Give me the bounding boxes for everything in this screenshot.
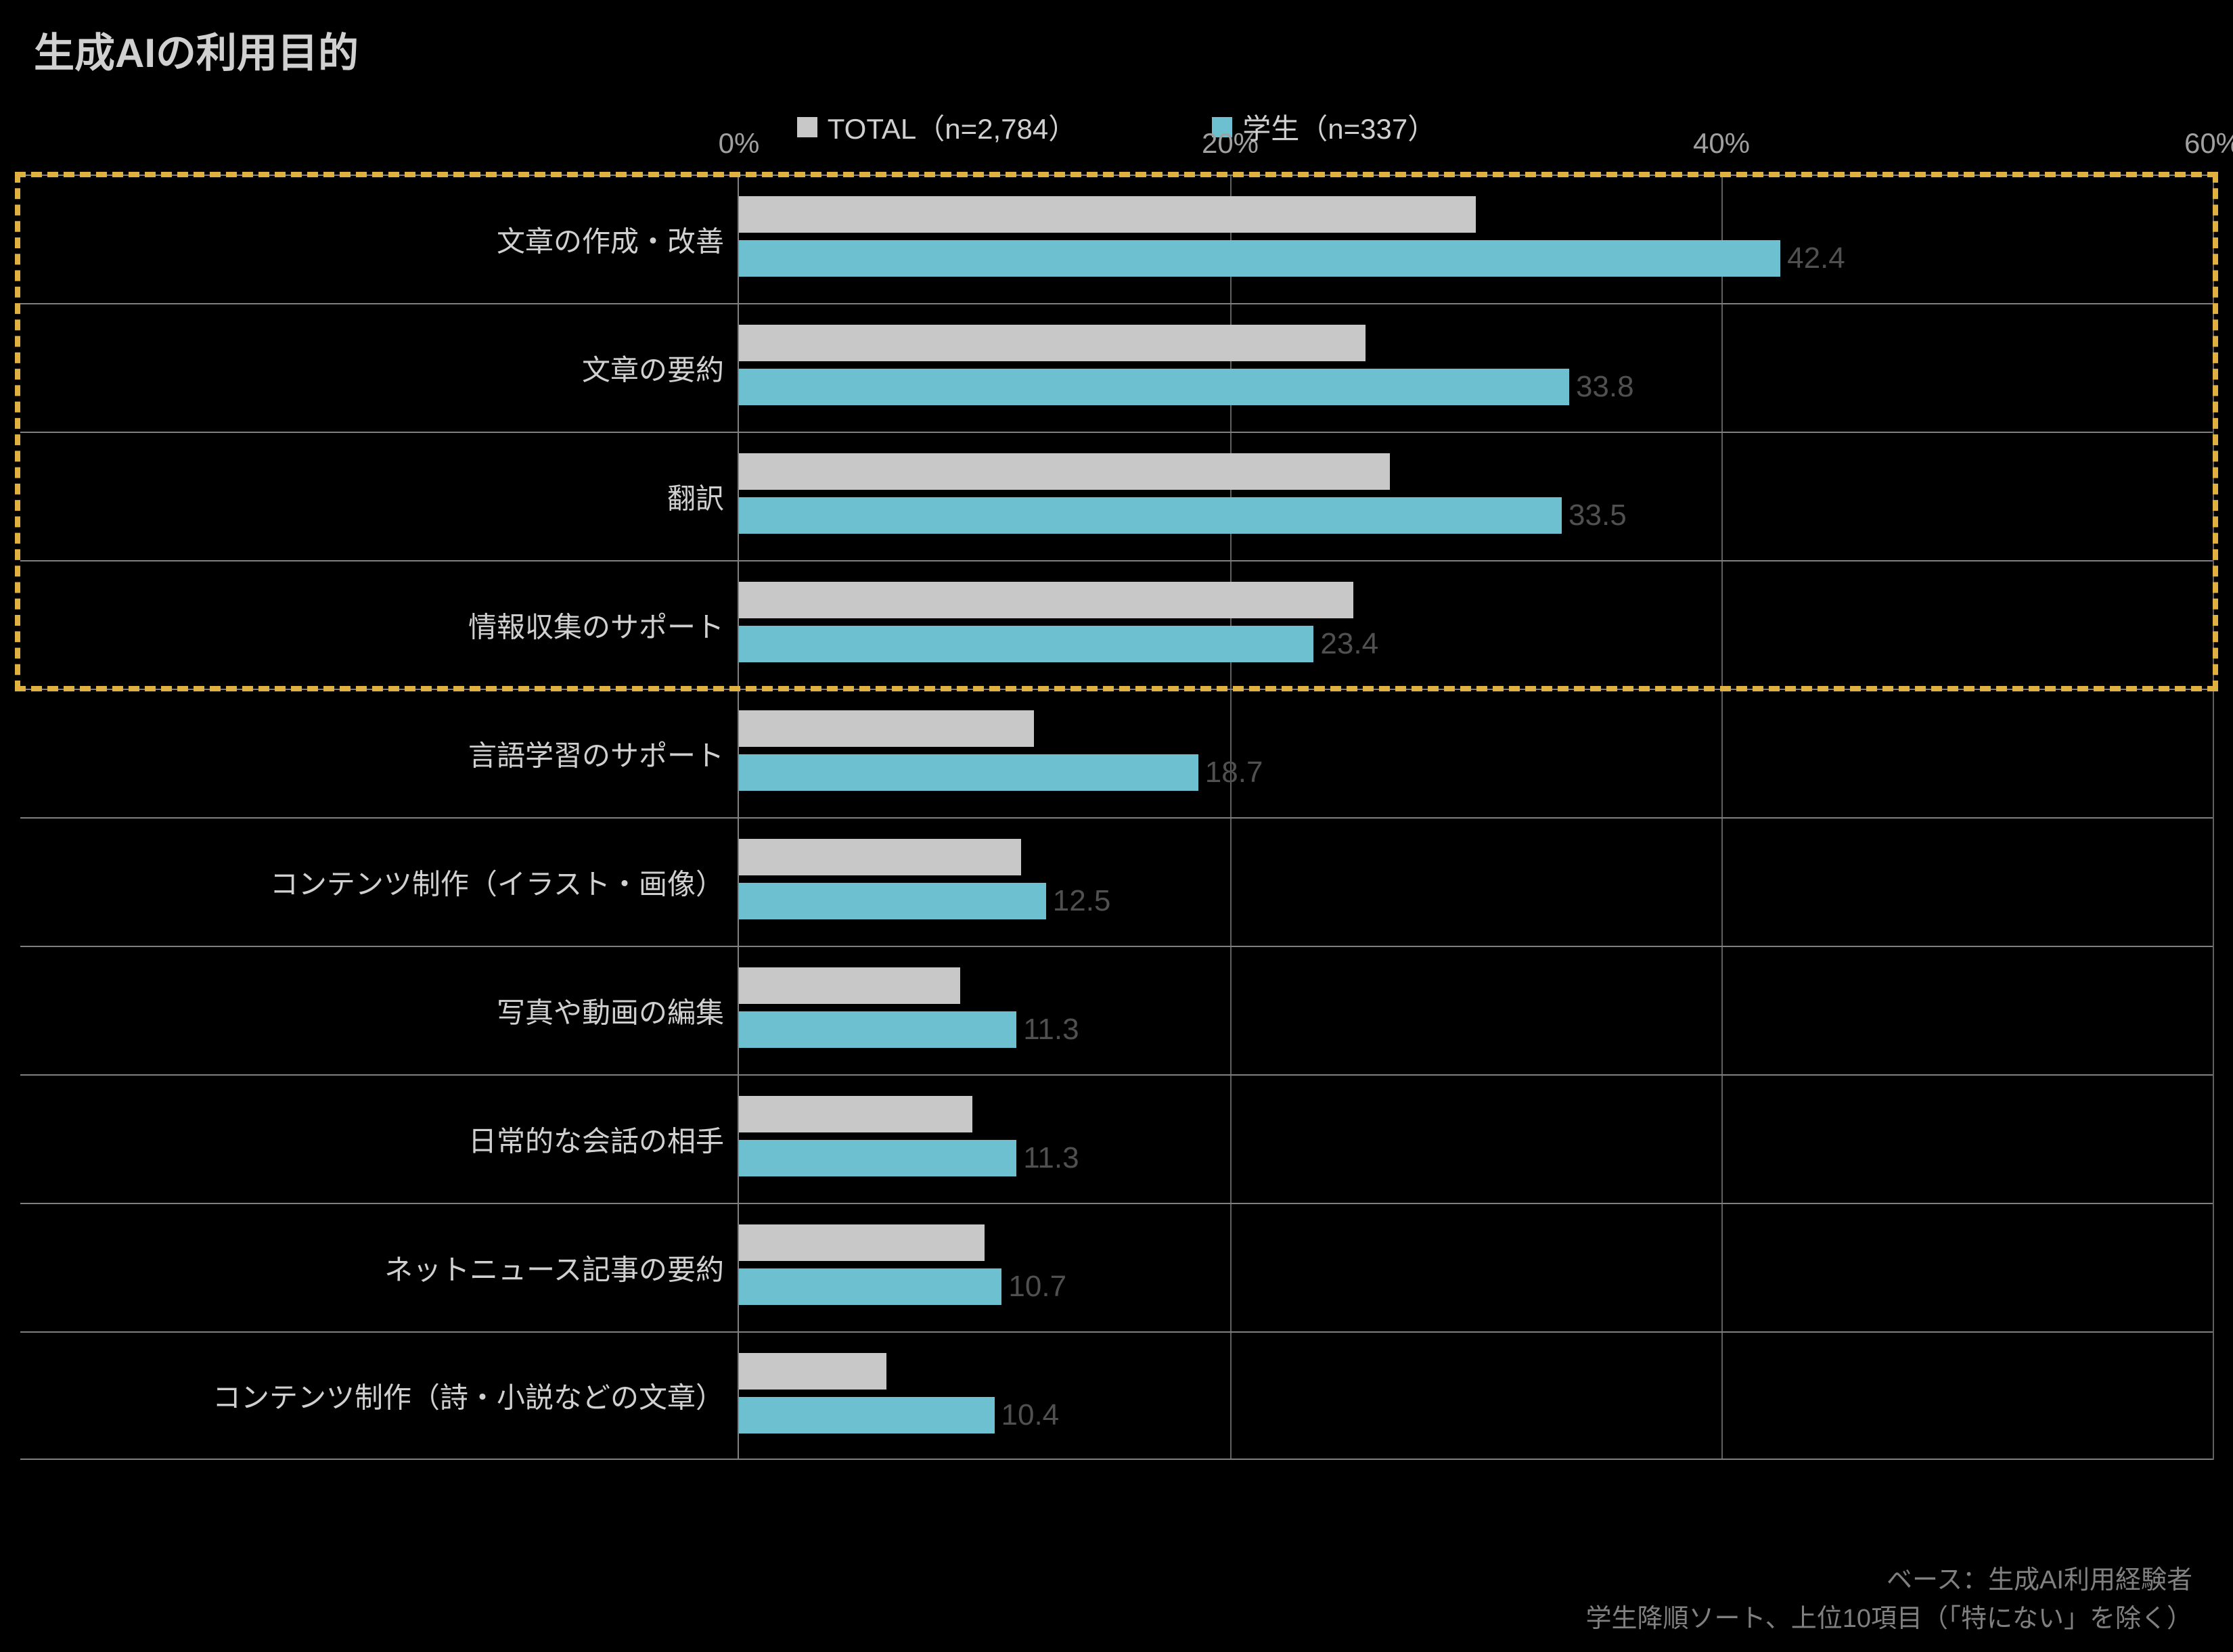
- bar-student: 33.8: [739, 369, 1569, 405]
- bar-value-label: 11.3: [1023, 1141, 1079, 1175]
- x-axis: 0%20%40%60%: [739, 127, 2213, 168]
- category-labels-column: 文章の作成・改善文章の要約翻訳情報収集のサポート言語学習のサポートコンテンツ制作…: [20, 175, 738, 1460]
- footer-notes: ベース：生成AI利用経験者 学生降順ソート、上位10項目（「特にない」を除く）: [1585, 1561, 2192, 1638]
- bar-total: [739, 453, 1390, 490]
- footer-line-1: ベース：生成AI利用経験者: [1585, 1561, 2192, 1600]
- bar-total: [739, 1224, 985, 1261]
- category-row: 情報収集のサポート: [20, 560, 738, 689]
- bar-student: 42.4: [739, 240, 1780, 277]
- category-label: 言語学習のサポート: [468, 733, 724, 775]
- category-row: ネットニュース記事の要約: [20, 1203, 738, 1331]
- bar-value-label: 10.4: [1001, 1398, 1060, 1432]
- category-row: 文章の作成・改善: [20, 175, 738, 303]
- bar-value-label: 42.4: [1787, 242, 1845, 275]
- bar-value-label: 11.3: [1023, 1013, 1079, 1047]
- bar-value-label: 33.8: [1576, 370, 1634, 404]
- bar-student: 10.7: [739, 1268, 1001, 1305]
- category-row: 言語学習のサポート: [20, 689, 738, 817]
- chart-container: 生成AIの利用目的 TOTAL（n=2,784） 学生（n=337） 文章の作成…: [20, 20, 2213, 1632]
- category-row: コンテンツ制作（イラスト・画像）: [20, 817, 738, 946]
- bar-pair: 33.5: [739, 432, 2213, 560]
- bar-pair: 12.5: [739, 817, 2213, 946]
- category-label: コンテンツ制作（イラスト・画像）: [270, 862, 724, 903]
- bar-pair: 23.4: [739, 560, 2213, 689]
- bar-value-label: 18.7: [1205, 756, 1263, 789]
- footer-line-2: 学生降順ソート、上位10項目（「特にない」を除く）: [1585, 1600, 2192, 1638]
- bar-pair: 11.3: [739, 1074, 2213, 1203]
- category-label: 文章の作成・改善: [497, 219, 724, 260]
- x-tick-label: 0%: [719, 127, 760, 160]
- chart-title: 生成AIの利用目的: [20, 20, 2213, 79]
- category-label: 文章の要約: [582, 348, 724, 389]
- bar-total: [739, 1353, 886, 1390]
- category-label: ネットニュース記事の要約: [384, 1247, 724, 1289]
- bar-value-label: 12.5: [1053, 884, 1111, 918]
- bar-total: [739, 1096, 972, 1132]
- category-label: 情報収集のサポート: [468, 605, 724, 646]
- category-label: 写真や動画の編集: [497, 990, 724, 1032]
- category-label: コンテンツ制作（詩・小説などの文章）: [212, 1375, 724, 1417]
- bar-value-label: 23.4: [1320, 627, 1378, 661]
- bar-student: 11.3: [739, 1140, 1016, 1176]
- bar-total: [739, 196, 1476, 233]
- bar-total: [739, 967, 960, 1004]
- bar-student: 11.3: [739, 1011, 1016, 1048]
- bar-total: [739, 710, 1034, 747]
- bar-student: 12.5: [739, 883, 1046, 919]
- category-label: 日常的な会話の相手: [468, 1119, 724, 1160]
- category-row: 翻訳: [20, 432, 738, 560]
- bar-student: 33.5: [739, 497, 1562, 534]
- bar-student: 10.4: [739, 1397, 995, 1433]
- plot-area: 文章の作成・改善文章の要約翻訳情報収集のサポート言語学習のサポートコンテンツ制作…: [20, 175, 2213, 1460]
- bar-pair: 33.8: [739, 303, 2213, 432]
- category-row: 写真や動画の編集: [20, 946, 738, 1074]
- bar-pair: 42.4: [739, 175, 2213, 303]
- bar-student: 23.4: [739, 626, 1313, 662]
- bar-pair: 18.7: [739, 689, 2213, 817]
- bar-total: [739, 839, 1021, 875]
- bar-value-label: 33.5: [1569, 499, 1627, 532]
- category-row: 文章の要約: [20, 303, 738, 432]
- bar-pair: 10.7: [739, 1203, 2213, 1331]
- x-tick-label: 20%: [1202, 127, 1259, 160]
- x-tick-label: 40%: [1693, 127, 1750, 160]
- bar-value-label: 10.7: [1008, 1270, 1066, 1304]
- category-row: コンテンツ制作（詩・小説などの文章）: [20, 1331, 738, 1460]
- bars-column: 0%20%40%60% 42.433.833.523.418.712.511.3…: [738, 175, 2213, 1460]
- bar-total: [739, 325, 1366, 361]
- bar-pair: 11.3: [739, 946, 2213, 1074]
- category-row: 日常的な会話の相手: [20, 1074, 738, 1203]
- gridline: [2213, 175, 2214, 1460]
- bar-total: [739, 582, 1353, 618]
- bar-pair: 10.4: [739, 1331, 2213, 1460]
- bar-student: 18.7: [739, 754, 1198, 791]
- x-tick-label: 60%: [2184, 127, 2233, 160]
- category-label: 翻訳: [667, 476, 724, 518]
